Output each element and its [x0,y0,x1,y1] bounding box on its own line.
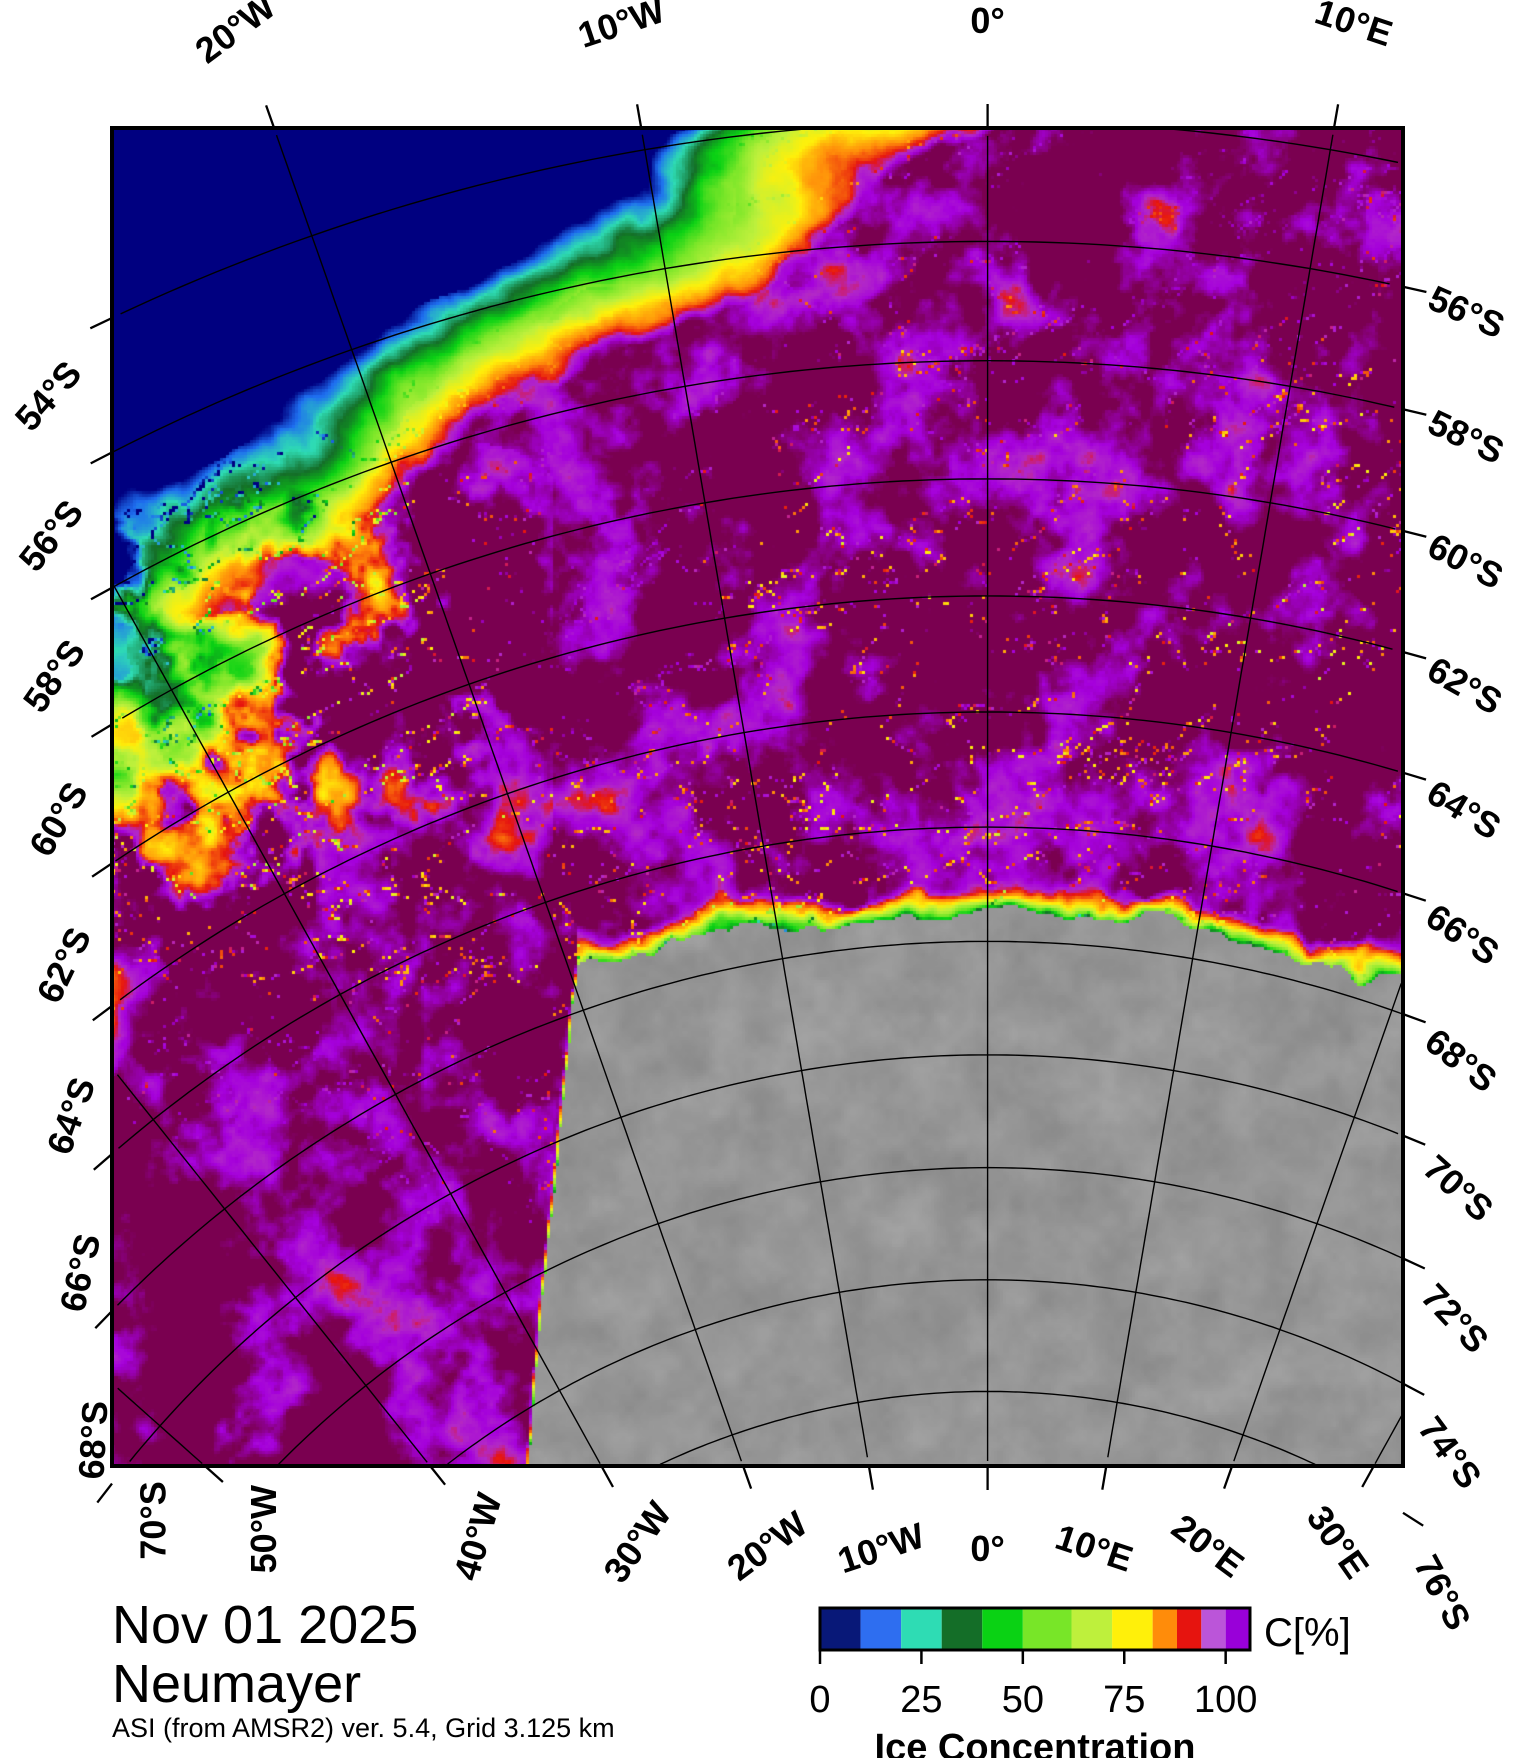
svg-text:0°: 0° [970,1528,1004,1569]
svg-text:60°S: 60°S [1421,525,1510,597]
svg-text:64°S: 64°S [38,1072,103,1160]
svg-text:64°S: 64°S [1420,772,1508,848]
svg-text:Nov 01 2025: Nov 01 2025 [112,1595,418,1655]
svg-text:20°E: 20°E [1164,1506,1251,1586]
svg-text:10°E: 10°E [1051,1516,1138,1580]
svg-text:Neumayer: Neumayer [112,1654,361,1714]
svg-text:58°S: 58°S [1422,401,1510,472]
svg-text:62°S: 62°S [1421,648,1509,722]
svg-text:58°S: 58°S [15,632,94,720]
svg-text:70°S: 70°S [132,1481,173,1559]
svg-text:68°S: 68°S [1418,1020,1505,1100]
svg-text:10°W: 10°W [833,1514,930,1581]
svg-text:66°S: 66°S [52,1230,109,1315]
svg-text:20°W: 20°W [187,0,282,71]
svg-text:70°S: 70°S [1416,1147,1502,1230]
svg-text:ASI (from AMSR2) ver. 5.4, Gr: ASI (from AMSR2) ver. 5.4, Grid 3.125 km [112,1713,615,1743]
svg-text:100: 100 [1194,1679,1257,1721]
svg-text:50°W: 50°W [243,1485,284,1573]
svg-text:54°S: 54°S [7,353,90,439]
svg-text:56°S: 56°S [1422,277,1510,346]
svg-text:66°S: 66°S [1419,895,1507,973]
svg-text:62°S: 62°S [28,921,99,1009]
svg-text:75: 75 [1103,1679,1145,1721]
svg-text:30°W: 30°W [595,1494,679,1590]
svg-text:Ice Concentration: Ice Concentration [875,1727,1196,1758]
svg-text:74°S: 74°S [1410,1409,1490,1496]
svg-text:0: 0 [809,1679,830,1721]
svg-text:76°S: 76°S [1406,1548,1479,1637]
svg-text:25: 25 [900,1679,942,1721]
svg-text:30°E: 30°E [1299,1498,1378,1586]
svg-text:40°W: 40°W [445,1488,510,1584]
svg-text:60°S: 60°S [21,775,96,863]
svg-text:10°E: 10°E [1310,0,1397,54]
svg-text:C[%]: C[%] [1264,1611,1351,1655]
svg-text:68°S: 68°S [70,1400,115,1481]
svg-text:72°S: 72°S [1413,1276,1497,1361]
svg-text:50: 50 [1002,1679,1044,1721]
svg-text:10°W: 10°W [573,0,670,56]
svg-text:0°: 0° [970,0,1004,41]
svg-text:56°S: 56°S [10,492,91,579]
svg-text:20°W: 20°W [719,1503,814,1589]
